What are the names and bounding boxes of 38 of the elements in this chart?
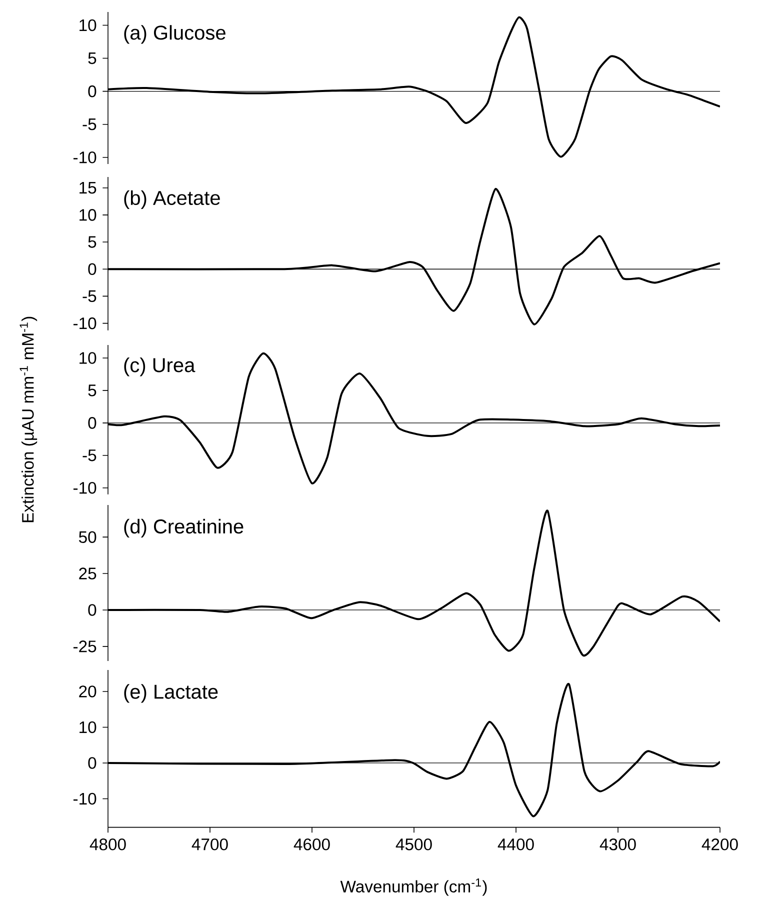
y-tick-label: -5 [82,290,96,302]
x-tick-label: 4500 [396,838,432,850]
y-tick-label: 0 [88,417,96,429]
y-tick-label: 5 [88,236,96,248]
y-tick-label: 20 [79,686,96,698]
x-tick-label: 4200 [702,838,738,850]
y-tick-label: 5 [88,384,96,396]
text: (b) Acetate [124,190,220,209]
y-tick-label: 0 [88,85,96,98]
y-tick-label: -5 [82,118,96,130]
text: (e) Lactate [124,684,218,703]
y-tick-label: -10 [73,792,96,805]
y-tick-label: -10 [73,317,96,330]
y-tick-label: -10 [73,482,96,494]
y-tick-label: -5 [82,450,96,462]
text: (a) Glucose [124,25,226,44]
x-tick-label: 4800 [90,838,126,850]
y-tick-label: 10 [80,19,96,32]
x-tick-label: 4400 [498,838,534,850]
y-tick-label: 15 [80,182,96,194]
y-tick-label: -10 [73,152,96,164]
x-tick-label: 4600 [294,838,330,850]
x-tick-label: 4700 [192,838,228,850]
y-axis-title: Extinction (µAU mm$^{-1}$ mM$^{-1}$) [20,316,38,522]
x-axis-title: Wavenumber (cm$^{-1}$) [340,878,487,896]
y-tick-label: 10 [80,352,96,364]
x-tick-label: 4300 [600,838,636,850]
y-tick-label: 0 [88,263,96,276]
y-tick-label: 5 [88,52,96,64]
text: (d) Creatinine [124,518,244,538]
y-tick-label: 0 [88,757,96,769]
y-tick-label: 50 [78,531,96,543]
y-tick-label: 25 [79,568,96,580]
text: (c) Urea [124,358,196,376]
y-tick-label: 10 [80,721,96,734]
y-tick-label: 10 [80,209,96,221]
y-tick-label: 0 [88,604,96,616]
y-tick-label: -25 [73,640,96,652]
